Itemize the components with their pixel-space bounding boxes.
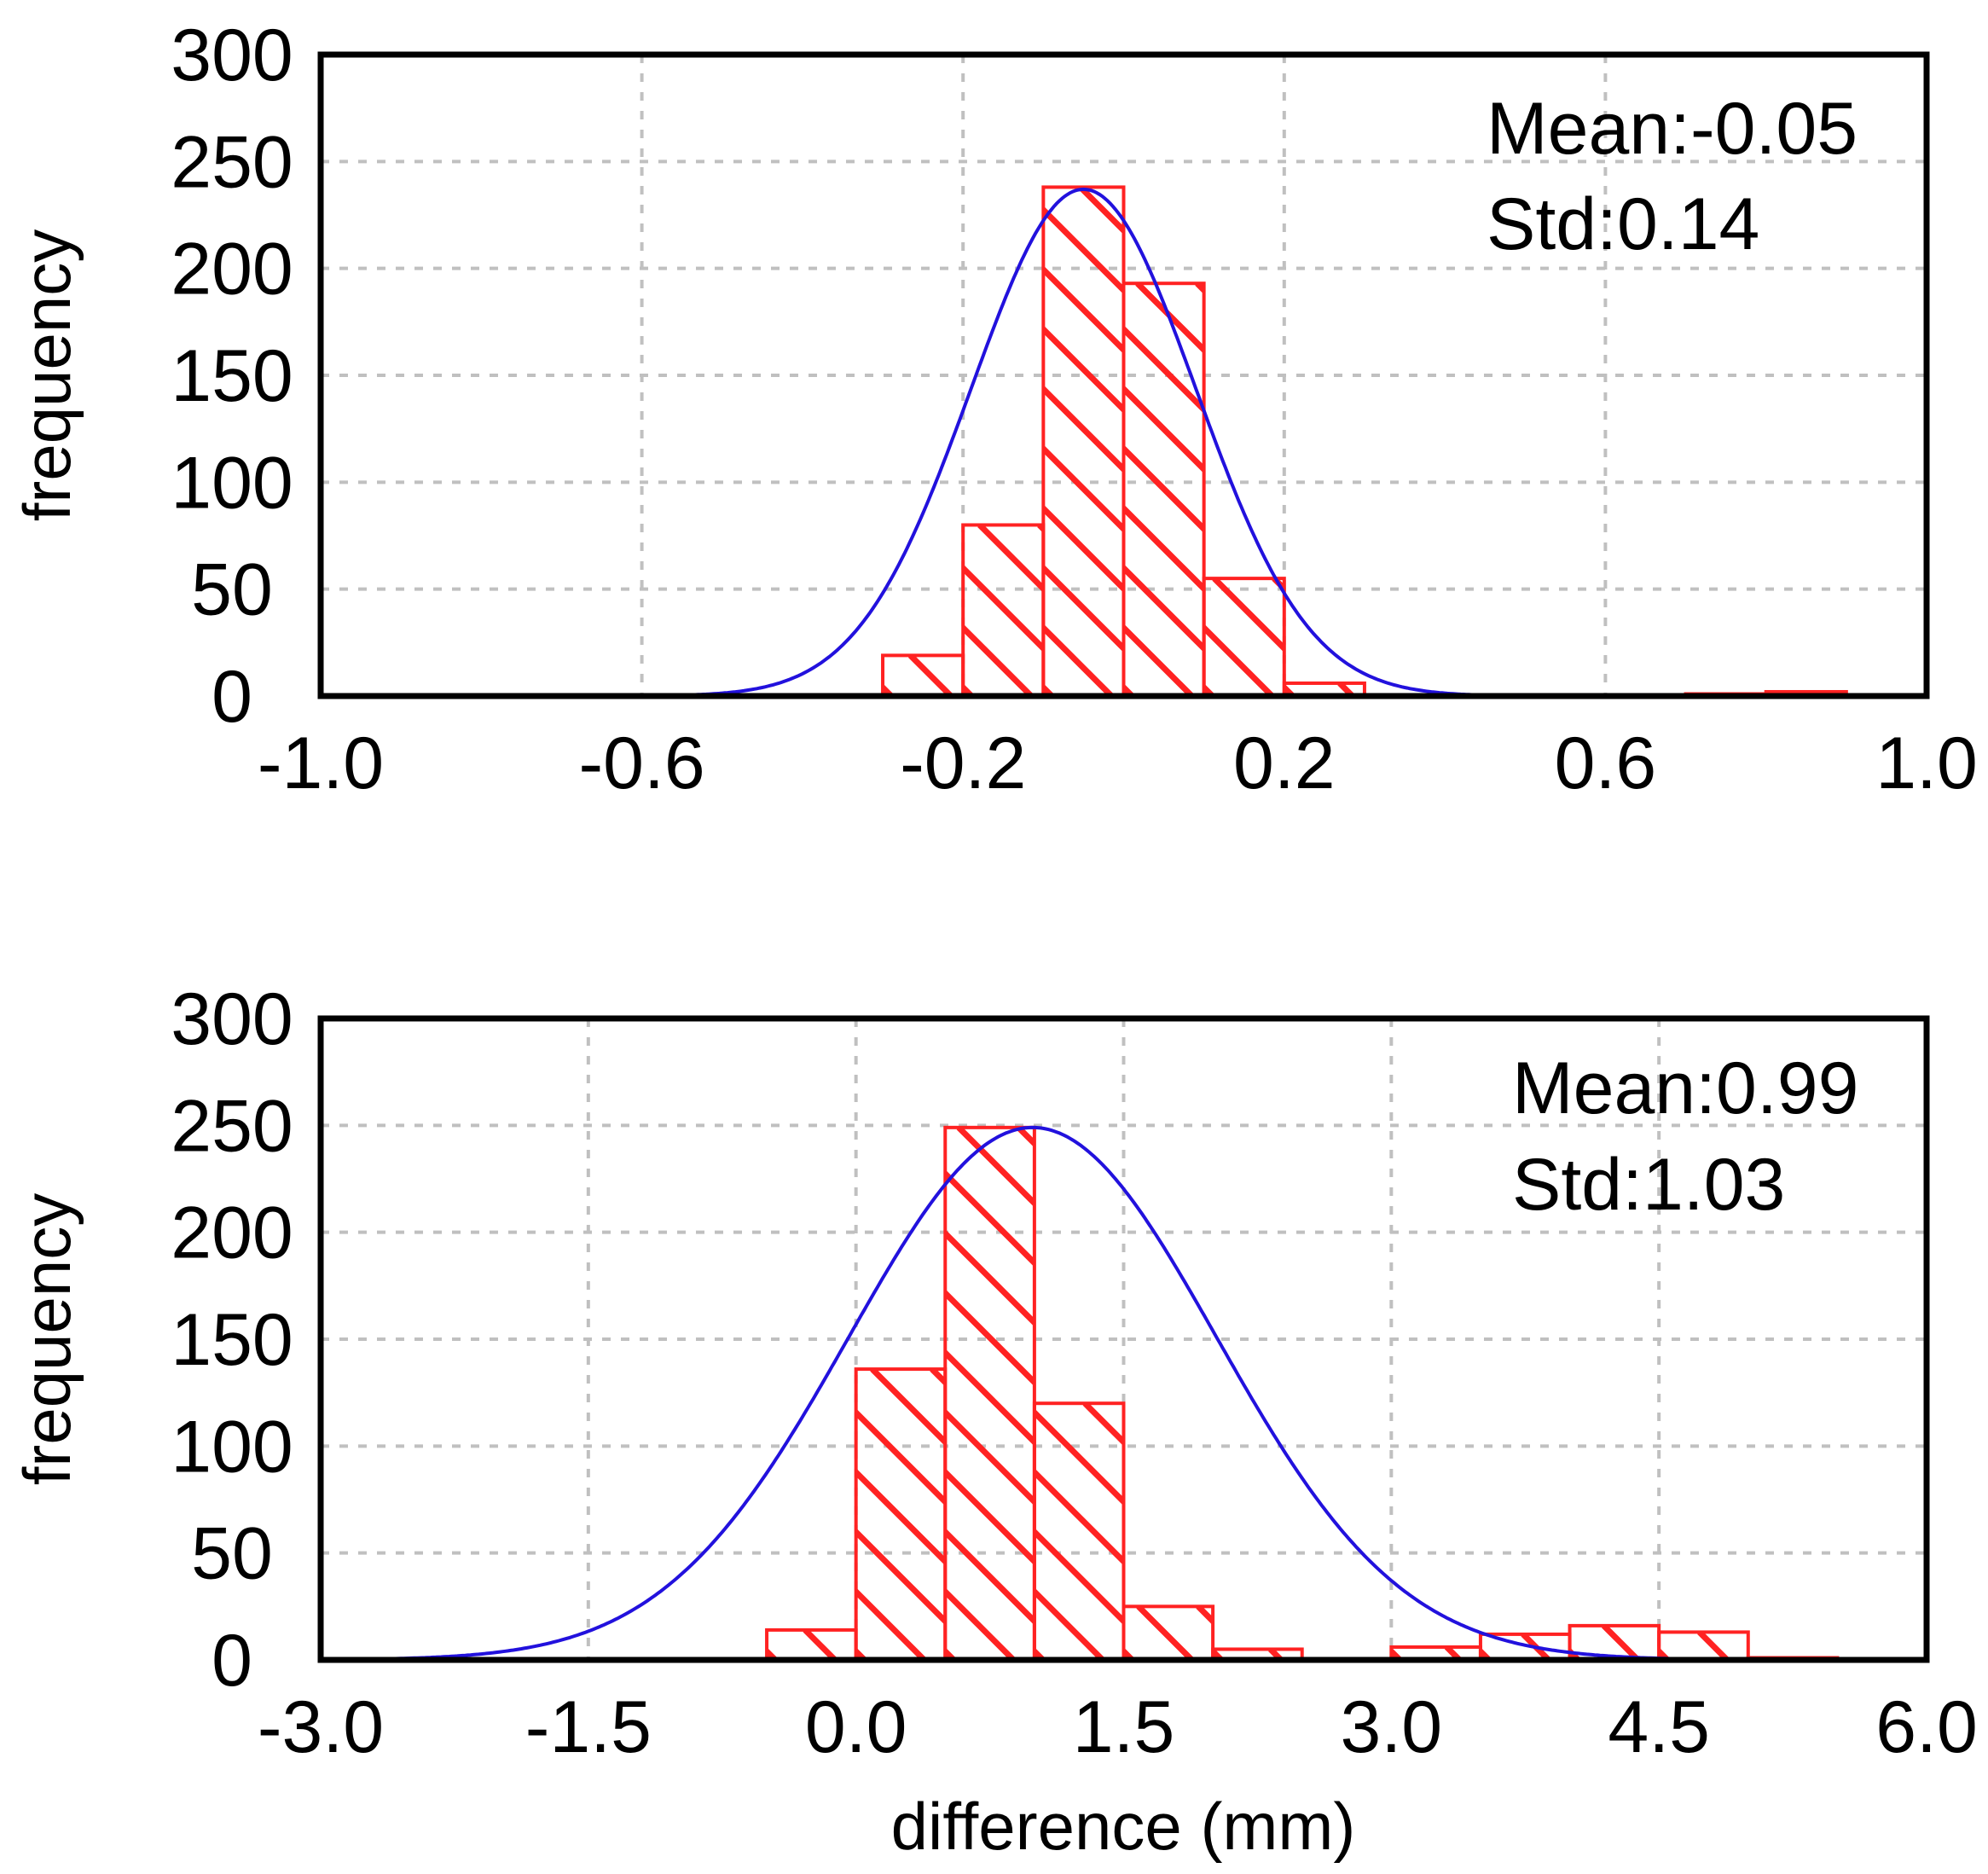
x-tick-label: 6.0 xyxy=(1875,1686,1978,1768)
x-tick-labels: -1.0 -0.6 -0.2 0.2 0.6 1.0 xyxy=(258,722,1978,804)
x-tick-labels: -3.0 -1.5 0.0 1.5 3.0 4.5 6.0 xyxy=(258,1686,1978,1768)
y-axis-label: frequency xyxy=(9,1193,84,1486)
y-tick-label: 200 xyxy=(171,229,293,310)
y-tick-label: 100 xyxy=(171,442,293,524)
bar-hatch xyxy=(1123,283,1204,696)
x-tick-label: 0.2 xyxy=(1233,722,1336,804)
y-tick-label: 0 xyxy=(212,1620,252,1702)
histogram-bar xyxy=(961,523,1046,696)
top-histogram-chart: 0 50 100 150 200 250 300 -1.0 -0.6 -0.2 0.2 0.6 1.0… xyxy=(9,15,1978,804)
grid-lines xyxy=(321,55,1927,696)
std-annotation: Std:0.14 xyxy=(1487,183,1759,265)
grid-lines xyxy=(321,1018,1927,1660)
x-tick-label: 0.6 xyxy=(1555,722,1657,804)
bar-hatch xyxy=(855,1369,946,1660)
histogram-bar xyxy=(1032,1401,1126,1660)
histogram-bar xyxy=(1122,281,1206,696)
bar-hatch xyxy=(1043,187,1124,696)
bar-outline xyxy=(1282,681,1366,696)
plot-frame xyxy=(317,51,1930,699)
y-tick-label: 150 xyxy=(171,335,293,417)
x-tick-label: 4.5 xyxy=(1608,1686,1710,1768)
bar-outline xyxy=(1122,1604,1215,1660)
mean-annotation: Mean:0.99 xyxy=(1512,1047,1858,1129)
y-tick-label: 100 xyxy=(171,1406,293,1488)
bar-outline xyxy=(1211,1647,1304,1660)
bottom-histogram-chart: 0 50 100 150 200 250 300 -3.0 -1.5 0.0 1.5 3.0 4.5 6… xyxy=(9,978,1978,1864)
bar-hatch xyxy=(883,655,953,696)
bar-hatch xyxy=(963,525,1044,696)
y-tick-labels: 0 50 100 150 200 250 300 xyxy=(171,978,293,1702)
y-tick-label: 250 xyxy=(171,121,293,203)
histogram-bar xyxy=(1202,577,1286,696)
x-tick-label: -3.0 xyxy=(258,1686,384,1768)
x-axis-label: difference (mm) xyxy=(891,1789,1356,1864)
y-tick-label: 150 xyxy=(171,1299,293,1381)
bar-hatch xyxy=(1659,1632,1730,1660)
y-tick-label: 200 xyxy=(171,1192,293,1274)
y-tick-label: 250 xyxy=(171,1085,293,1167)
y-tick-label: 50 xyxy=(191,1513,273,1595)
x-tick-label: 1.5 xyxy=(1073,1686,1175,1768)
y-tick-label: 50 xyxy=(191,549,273,631)
y-tick-label: 0 xyxy=(212,656,252,738)
std-annotation: Std:1.03 xyxy=(1512,1144,1785,1226)
histogram-bar xyxy=(943,1125,1036,1660)
bar-hatch xyxy=(1034,1403,1124,1660)
histogram-bar xyxy=(1122,1604,1215,1660)
bar-outline xyxy=(1122,281,1206,696)
bar-outline xyxy=(881,653,965,696)
plot-frame xyxy=(317,1015,1930,1663)
bar-hatch xyxy=(767,1629,838,1660)
bar-outline xyxy=(1032,1401,1126,1660)
x-tick-label: -1.5 xyxy=(525,1686,652,1768)
y-tick-label: 300 xyxy=(171,978,293,1060)
x-tick-label: 0.0 xyxy=(805,1686,907,1768)
x-tick-label: 1.0 xyxy=(1875,722,1978,804)
x-tick-label: -0.2 xyxy=(900,722,1026,804)
x-tick-label: -0.6 xyxy=(578,722,704,804)
bar-hatch xyxy=(1123,1606,1214,1660)
bar-hatch xyxy=(945,1127,1035,1660)
bar-hatch xyxy=(1203,578,1284,696)
bar-outline xyxy=(1041,185,1126,696)
histogram-bar xyxy=(854,1367,948,1660)
y-tick-labels: 0 50 100 150 200 250 300 xyxy=(171,15,293,738)
x-tick-label: -1.0 xyxy=(258,722,384,804)
x-tick-label: 3.0 xyxy=(1341,1686,1443,1768)
y-tick-label: 300 xyxy=(171,15,293,96)
y-axis-label: frequency xyxy=(9,229,84,522)
mean-annotation: Mean:-0.05 xyxy=(1487,88,1858,170)
bar-outline xyxy=(1202,577,1286,696)
